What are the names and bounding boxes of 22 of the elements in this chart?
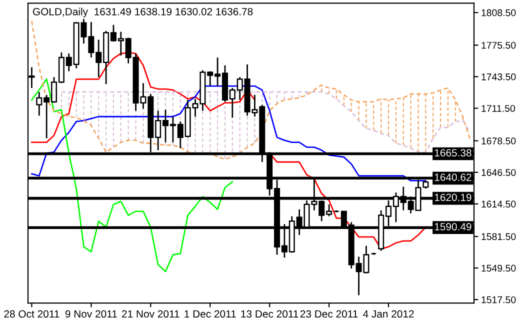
x-tick-label: 21 Nov 2011 (122, 310, 180, 318)
y-tick-label: 1646.50 (482, 169, 516, 176)
x-tick-label: 28 Oct 2011 (4, 310, 60, 318)
y-tick-label: 1808.50 (482, 9, 516, 16)
x-tick-label: 1 Dec 2011 (184, 310, 236, 318)
x-tick-label: 9 Nov 2011 (65, 310, 117, 318)
y-tick-label: 1678.50 (482, 138, 516, 144)
ref-line-label: 1590.49 (434, 223, 472, 230)
y-tick-label: 1517.50 (482, 296, 516, 304)
x-tick-label: 23 Dec 2011 (300, 310, 358, 318)
x-tick-label: 13 Dec 2011 (241, 310, 298, 318)
y-tick-label: 1581.50 (482, 233, 516, 240)
y-tick-label: 1614.50 (482, 200, 516, 208)
y-tick-label: 1743.50 (482, 73, 516, 80)
ref-line-label: 1620.19 (434, 194, 472, 202)
x-tick-label: 4 Jan 2012 (362, 310, 414, 318)
ref-line-label: 1640.62 (434, 174, 472, 181)
ref-line-label: 1665.38 (434, 149, 472, 157)
y-tick-label: 1549.50 (482, 264, 516, 272)
y-tick-label: 1775.50 (482, 42, 516, 49)
y-tick-label: 1711.50 (482, 104, 515, 112)
chart-title: GOLD,Daily 1631.49 1638.19 1630.02 1636.78 (32, 8, 253, 18)
